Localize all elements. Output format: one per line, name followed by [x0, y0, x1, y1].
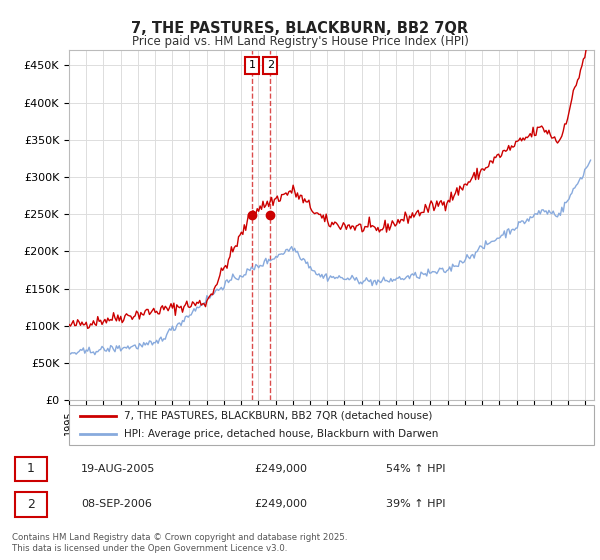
- Text: 19-AUG-2005: 19-AUG-2005: [81, 464, 155, 474]
- Text: 08-SEP-2006: 08-SEP-2006: [81, 500, 152, 509]
- Text: 1: 1: [248, 60, 256, 71]
- Text: 39% ↑ HPI: 39% ↑ HPI: [386, 500, 446, 509]
- Text: HPI: Average price, detached house, Blackburn with Darwen: HPI: Average price, detached house, Blac…: [124, 430, 439, 439]
- Text: 1: 1: [27, 463, 35, 475]
- FancyBboxPatch shape: [15, 492, 47, 516]
- Text: 7, THE PASTURES, BLACKBURN, BB2 7QR (detached house): 7, THE PASTURES, BLACKBURN, BB2 7QR (det…: [124, 411, 433, 421]
- Text: 7, THE PASTURES, BLACKBURN, BB2 7QR: 7, THE PASTURES, BLACKBURN, BB2 7QR: [131, 21, 469, 36]
- Text: £249,000: £249,000: [254, 464, 307, 474]
- FancyBboxPatch shape: [69, 405, 594, 445]
- Text: 2: 2: [266, 60, 274, 71]
- Text: £249,000: £249,000: [254, 500, 307, 509]
- Text: Price paid vs. HM Land Registry's House Price Index (HPI): Price paid vs. HM Land Registry's House …: [131, 35, 469, 48]
- Text: 54% ↑ HPI: 54% ↑ HPI: [386, 464, 446, 474]
- FancyBboxPatch shape: [15, 457, 47, 481]
- Text: 2: 2: [27, 498, 35, 511]
- Text: Contains HM Land Registry data © Crown copyright and database right 2025.
This d: Contains HM Land Registry data © Crown c…: [12, 533, 347, 553]
